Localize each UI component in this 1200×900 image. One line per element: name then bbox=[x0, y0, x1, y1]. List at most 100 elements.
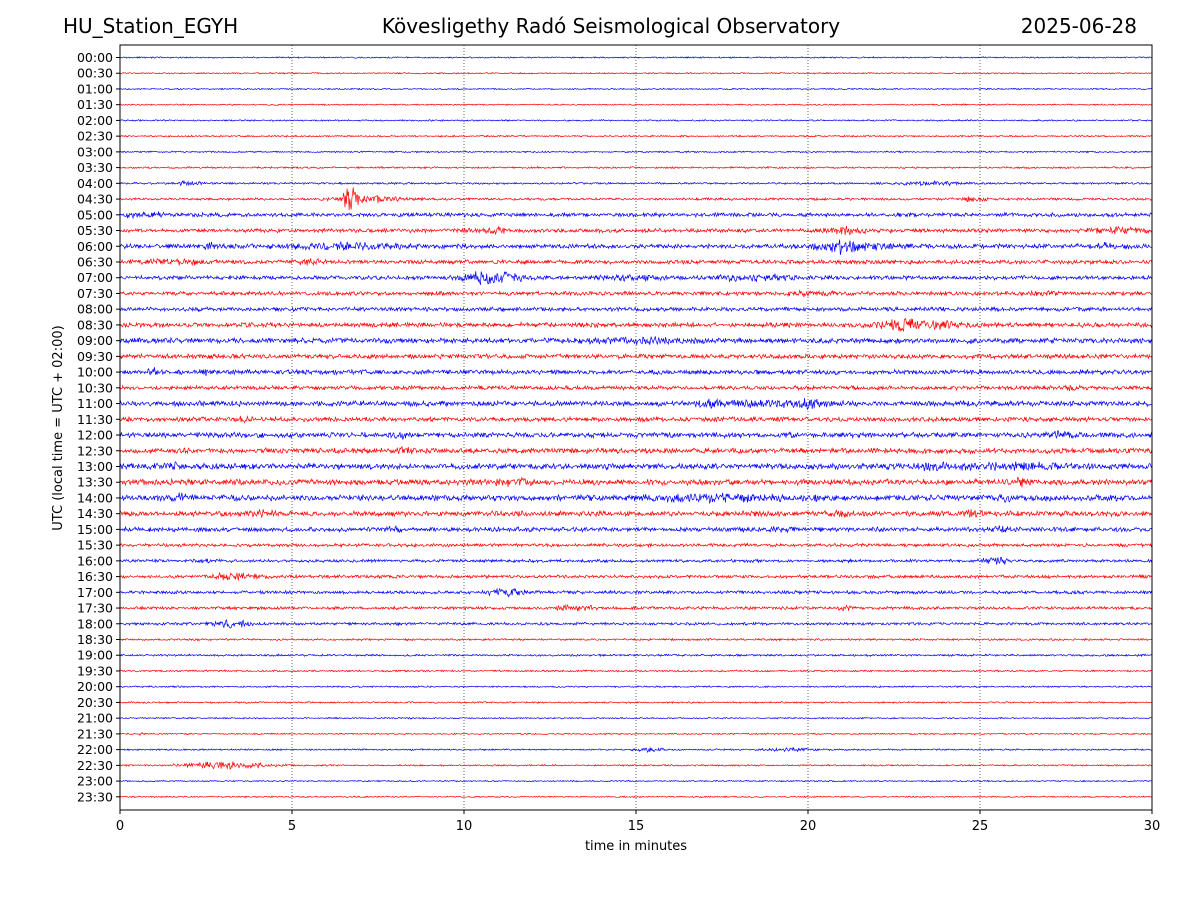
y-tick-label: 06:30 bbox=[77, 254, 113, 269]
y-tick-label: 03:00 bbox=[77, 144, 113, 159]
y-tick-label: 08:00 bbox=[77, 302, 113, 317]
trace-0230 bbox=[119, 134, 1153, 138]
trace-0700 bbox=[119, 271, 1153, 285]
trace-1000 bbox=[119, 367, 1153, 377]
trace-0730 bbox=[119, 289, 1153, 298]
date-title: 2025-06-28 bbox=[1020, 14, 1137, 38]
trace-0100 bbox=[119, 87, 1153, 91]
trace-1900 bbox=[119, 653, 1153, 658]
y-tick-label: 10:30 bbox=[77, 380, 113, 395]
station-title: HU_Station_EGYH bbox=[63, 14, 239, 38]
y-tick-label: 19:30 bbox=[77, 663, 113, 678]
trace-1730 bbox=[119, 603, 1153, 612]
y-tick-label: 01:00 bbox=[77, 81, 113, 96]
x-tick-label: 5 bbox=[288, 819, 296, 834]
y-tick-label: 04:30 bbox=[77, 192, 113, 207]
trace-1600 bbox=[119, 556, 1153, 565]
trace-0000 bbox=[119, 56, 1153, 59]
y-tick-label: 15:00 bbox=[77, 522, 113, 537]
trace-2230 bbox=[119, 761, 1153, 770]
trace-1200 bbox=[119, 430, 1153, 440]
y-tick-label: 22:30 bbox=[77, 758, 113, 773]
y-tick-label: 22:00 bbox=[77, 742, 113, 757]
trace-0430 bbox=[119, 187, 1153, 211]
y-tick-label: 23:00 bbox=[77, 774, 113, 789]
y-tick-label: 18:00 bbox=[77, 616, 113, 631]
x-tick-label: 0 bbox=[116, 819, 124, 834]
y-tick-label: 15:30 bbox=[77, 538, 113, 553]
y-tick-label: 14:00 bbox=[77, 490, 113, 505]
trace-0300 bbox=[119, 150, 1153, 154]
trace-1130 bbox=[119, 415, 1153, 424]
trace-2100 bbox=[119, 716, 1153, 720]
trace-2200 bbox=[119, 746, 1153, 753]
y-tick-label: 17:00 bbox=[77, 585, 113, 600]
y-tick-label: 17:30 bbox=[77, 601, 113, 616]
trace-2300 bbox=[119, 779, 1153, 783]
trace-0330 bbox=[119, 165, 1153, 170]
trace-0800 bbox=[119, 305, 1153, 313]
trace-0830 bbox=[119, 317, 1153, 333]
y-tick-label: 07:30 bbox=[77, 286, 113, 301]
y-tick-label: 21:00 bbox=[77, 711, 113, 726]
y-tick-label: 20:00 bbox=[77, 679, 113, 694]
y-tick-label: 20:30 bbox=[77, 695, 113, 710]
y-tick-label: 01:30 bbox=[77, 97, 113, 112]
trace-0130 bbox=[119, 103, 1153, 107]
y-tick-label: 10:00 bbox=[77, 365, 113, 380]
y-tick-label: 12:30 bbox=[77, 443, 113, 458]
trace-1400 bbox=[119, 492, 1153, 505]
trace-2330 bbox=[119, 795, 1153, 799]
trace-1530 bbox=[119, 542, 1153, 549]
trace-1300 bbox=[119, 461, 1153, 472]
y-tick-label: 04:00 bbox=[77, 176, 113, 191]
x-tick-label: 10 bbox=[456, 819, 473, 834]
trace-0630 bbox=[119, 257, 1153, 267]
trace-1500 bbox=[119, 525, 1153, 534]
y-tick-label: 13:30 bbox=[77, 475, 113, 490]
x-axis-label: time in minutes bbox=[585, 839, 687, 854]
y-tick-label: 11:30 bbox=[77, 412, 113, 427]
y-tick-labels: 00:0000:3001:0001:3002:0002:3003:0003:30… bbox=[77, 50, 120, 804]
y-tick-label: 00:30 bbox=[77, 66, 113, 81]
trace-0500 bbox=[119, 210, 1153, 220]
trace-1230 bbox=[119, 446, 1153, 455]
trace-1030 bbox=[119, 384, 1153, 392]
y-tick-label: 00:00 bbox=[77, 50, 113, 65]
y-tick-label: 03:30 bbox=[77, 160, 113, 175]
x-tick-label: 30 bbox=[1144, 819, 1161, 834]
y-tick-label: 05:00 bbox=[77, 207, 113, 222]
x-tick-label: 25 bbox=[972, 819, 989, 834]
trace-0900 bbox=[119, 336, 1153, 346]
trace-1930 bbox=[119, 669, 1153, 673]
trace-1830 bbox=[119, 637, 1153, 642]
trace-1430 bbox=[119, 508, 1153, 519]
trace-0400 bbox=[119, 179, 1153, 187]
trace-1800 bbox=[119, 619, 1153, 629]
y-axis-label: UTC (local time = UTC + 02:00) bbox=[51, 325, 66, 530]
trace-0530 bbox=[119, 225, 1153, 236]
trace-layer bbox=[119, 56, 1153, 799]
trace-2030 bbox=[119, 700, 1153, 704]
trace-0200 bbox=[119, 118, 1153, 122]
y-tick-label: 23:30 bbox=[77, 789, 113, 804]
y-tick-label: 21:30 bbox=[77, 726, 113, 741]
y-tick-label: 13:00 bbox=[77, 459, 113, 474]
trace-0600 bbox=[119, 239, 1153, 255]
y-tick-label: 09:00 bbox=[77, 333, 113, 348]
trace-1700 bbox=[119, 587, 1153, 598]
y-tick-label: 02:30 bbox=[77, 129, 113, 144]
y-tick-label: 12:00 bbox=[77, 428, 113, 443]
y-tick-label: 18:30 bbox=[77, 632, 113, 647]
y-tick-label: 11:00 bbox=[77, 396, 113, 411]
trace-0030 bbox=[119, 71, 1153, 75]
x-ticks: 0 5 10 15 20 25 30 bbox=[116, 810, 1160, 834]
x-tick-label: 15 bbox=[628, 819, 645, 834]
y-tick-label: 02:00 bbox=[77, 113, 113, 128]
y-tick-label: 05:30 bbox=[77, 223, 113, 238]
trace-1630 bbox=[119, 571, 1153, 581]
trace-1330 bbox=[119, 476, 1153, 488]
y-tick-label: 08:30 bbox=[77, 317, 113, 332]
trace-0930 bbox=[119, 352, 1153, 361]
